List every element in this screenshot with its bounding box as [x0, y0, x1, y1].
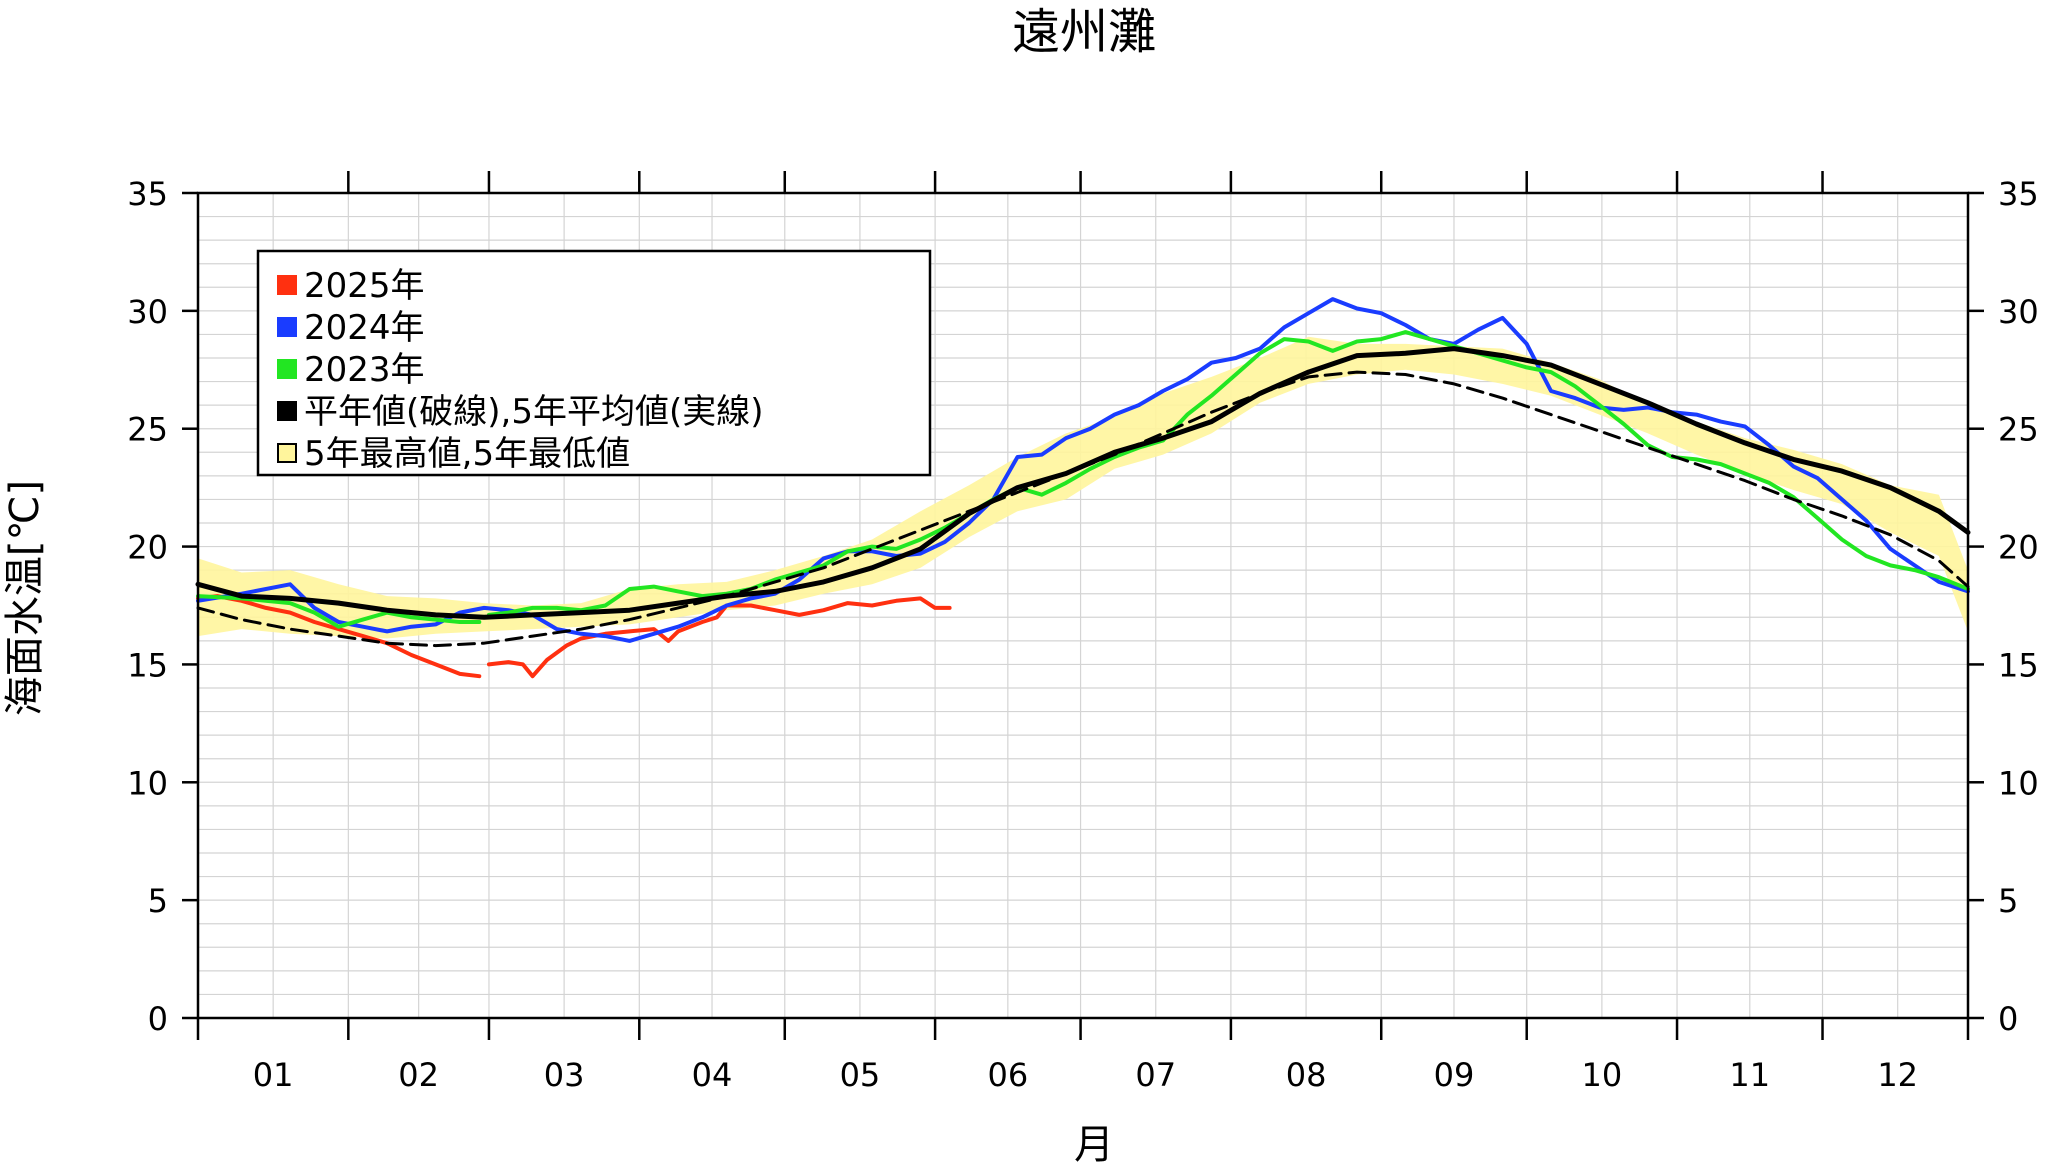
y-tick-label-left: 10: [127, 764, 168, 802]
y-tick-label-right: 5: [1998, 882, 2018, 920]
legend-swatch: [277, 443, 297, 463]
y-tick-label-right: 30: [1998, 293, 2039, 331]
legend-swatch: [277, 401, 297, 421]
x-tick-label: 08: [1286, 1056, 1327, 1094]
y-tick-label-left: 0: [148, 1000, 168, 1038]
y-tick-label-right: 0: [1998, 1000, 2018, 1038]
x-tick-label: 05: [840, 1056, 881, 1094]
series-2023年-line-seg2: [487, 330, 1970, 617]
grid-lines: [198, 193, 1968, 1018]
x-tick-label: 01: [253, 1056, 294, 1094]
legend-swatch: [277, 317, 297, 337]
legend-swatch: [277, 359, 297, 379]
x-tick-label: 06: [987, 1056, 1028, 1094]
y-tick-label-right: 10: [1998, 764, 2039, 802]
y-axis-label: 海面水温[℃]: [2, 480, 48, 716]
x-tick-label: 02: [398, 1056, 439, 1094]
y-tick-label-right: 15: [1998, 646, 2039, 684]
chart-title: 遠州灘: [1012, 4, 1156, 60]
x-tick-label: 11: [1729, 1056, 1770, 1094]
y-tick-label-left: 30: [127, 293, 168, 331]
x-tick-label: 10: [1582, 1056, 1623, 1094]
legend-label: 平年値(破線),5年平均値(実線): [304, 392, 764, 432]
y-tick-label-right: 20: [1998, 529, 2039, 567]
legend-swatch: [277, 275, 297, 295]
series-2025年-line-seg1: [196, 594, 482, 679]
legend: 2025年2024年2023年平年値(破線),5年平均値(実線)5年最高値,5年…: [256, 249, 932, 477]
range-band-area: [198, 336, 1968, 639]
x-tick-label: 03: [544, 1056, 585, 1094]
legend-label: 2023年: [304, 350, 425, 390]
y-tick-label-left: 20: [127, 529, 168, 567]
y-tick-label-left: 5: [148, 882, 168, 920]
x-tick-label: 07: [1135, 1056, 1176, 1094]
y-tick-label-right: 25: [1998, 411, 2039, 449]
legend-label: 2025年: [304, 266, 425, 306]
five-year-range-band: [198, 336, 1968, 639]
legend-box: [256, 249, 932, 477]
y-tick-label-left: 25: [127, 411, 168, 449]
legend-label: 2024年: [304, 308, 425, 348]
y-tick-label-right: 35: [1998, 175, 2039, 213]
series-2025年-line-seg2: [487, 596, 952, 679]
x-tick-label: 12: [1877, 1056, 1918, 1094]
series-2023年-line-seg1: [196, 594, 482, 629]
x-tick-label: 09: [1434, 1056, 1475, 1094]
series-normal-dashed-line: [196, 370, 1970, 648]
data-series: [195, 297, 1971, 679]
legend-label: 5年最高値,5年最低値: [304, 434, 630, 474]
x-axis-label: 月: [1074, 1122, 1114, 1166]
y-tick-label-left: 15: [127, 646, 168, 684]
y-tick-label-left: 35: [127, 175, 168, 213]
plot-frame: [196, 191, 1970, 1020]
x-tick-label: 04: [692, 1056, 733, 1094]
